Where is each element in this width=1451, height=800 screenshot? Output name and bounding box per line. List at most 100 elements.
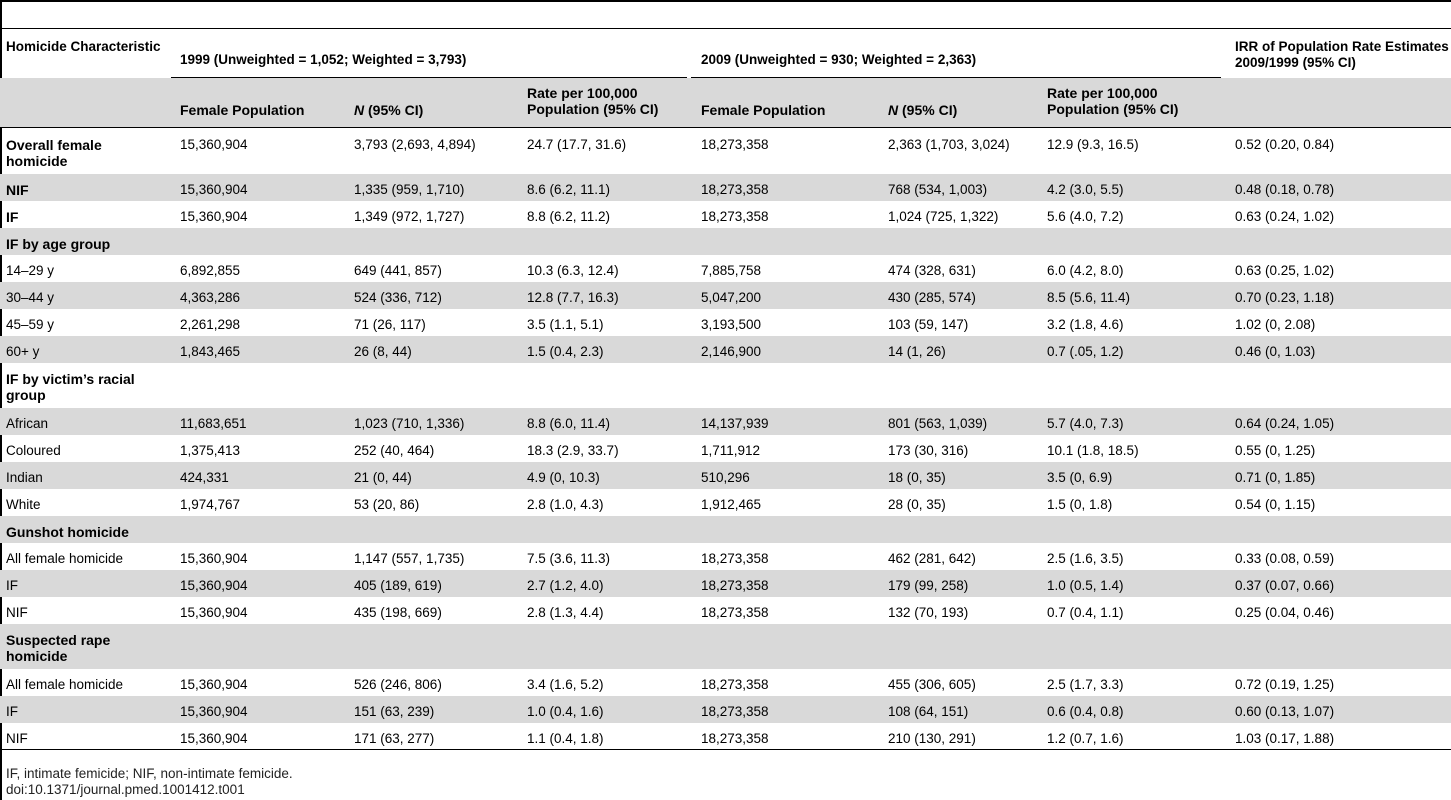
table-cell: 24.7 (17.7, 31.6)	[527, 137, 627, 152]
table-cell: 151 (63, 239)	[354, 704, 435, 719]
table-cell: 14,137,939	[701, 416, 769, 431]
table-row: 30–44 y 4,363,286 524 (336, 712) 12.8 (7.7,…	[0, 282, 1451, 309]
table-cell: 18,273,358	[701, 209, 769, 224]
table-cell: 0.52 (0.20, 0.84)	[1235, 137, 1335, 152]
table-row: Indian 424,331 21 (0, 44) 4.9 (0, 10.3) 510,…	[0, 462, 1451, 489]
table-cell: 1.5 (0.4, 2.3)	[527, 344, 604, 359]
table-cell: 6,892,855	[180, 263, 241, 278]
table-cell: 0.46 (0, 1.03)	[1235, 344, 1316, 359]
table-cell: 1,023 (710, 1,336)	[354, 416, 465, 431]
subheader-rate-1999: Rate per 100,000 Population (95% CI)	[527, 85, 659, 117]
table-cell: 0.60 (0.13, 1.07)	[1235, 704, 1335, 719]
table-row: Overall female homicide 15,360,904 3,793 (…	[0, 129, 1451, 174]
table-row: African 11,683,651 1,023 (710, 1,336) 8.8 (…	[0, 408, 1451, 435]
table-row: NIF 15,360,904 1,335 (959, 1,710) 8.6 (6.2,…	[0, 174, 1451, 201]
table-cell: 5.7 (4.0, 7.3)	[1047, 416, 1124, 431]
table-cell: 10.1 (1.8, 18.5)	[1047, 443, 1139, 458]
table-cell: 424,331	[180, 470, 229, 485]
table-cell: 1,711,912	[701, 443, 761, 458]
row-label: 14–29 y	[6, 263, 55, 278]
row-label: 45–59 y	[6, 317, 55, 332]
table-cell: 15,360,904	[180, 578, 248, 593]
table-cell: 18,273,358	[701, 578, 769, 593]
n-symbol: N	[354, 102, 365, 118]
table-cell: 0.63 (0.25, 1.02)	[1235, 263, 1335, 278]
table-cell: 18,273,358	[701, 137, 769, 152]
table-cell: 18,273,358	[701, 677, 769, 692]
table-row: All female homicide 15,360,904 526 (246, 8…	[0, 669, 1451, 696]
table-cell: 18,273,358	[701, 182, 769, 197]
table-cell: 252 (40, 464)	[354, 443, 435, 458]
table-cell: 2.5 (1.7, 3.3)	[1047, 677, 1124, 692]
header-2009-underline	[691, 77, 1221, 78]
table-cell: 10.3 (6.3, 12.4)	[527, 263, 619, 278]
table-cell: 1,974,767	[180, 497, 241, 512]
table-row: 60+ y 1,843,465 26 (8, 44) 1.5 (0.4, 2.3) 2,…	[0, 336, 1451, 363]
table-cell: 0.70 (0.23, 1.18)	[1235, 290, 1335, 305]
table-cell: 0.72 (0.19, 1.25)	[1235, 677, 1335, 692]
row-label: Coloured	[6, 443, 61, 458]
header-irr: IRR of Population Rate Estimates 2009/19…	[1235, 39, 1449, 70]
table-cell: 4.9 (0, 10.3)	[527, 470, 600, 485]
table-cell: 0.54 (0, 1.15)	[1235, 497, 1316, 512]
footnote-doi: doi:10.1371/journal.pmed.1001412.t001	[6, 782, 245, 797]
table-cell: 15,360,904	[180, 731, 248, 746]
table-cell: 510,296	[701, 470, 750, 485]
table-cell: 4,363,286	[180, 290, 241, 305]
table-cell: 1,375,413	[180, 443, 241, 458]
table-cell: 435 (198, 669)	[354, 605, 442, 620]
table-cell: 108 (64, 151)	[888, 704, 969, 719]
table-cell: 462 (281, 642)	[888, 551, 976, 566]
table-cell: 2.5 (1.6, 3.5)	[1047, 551, 1124, 566]
table-cell: 3,193,500	[701, 317, 762, 332]
table-row: Suspected rape homicide	[0, 624, 1451, 669]
table-cell: 0.6 (0.4, 0.8)	[1047, 704, 1124, 719]
table-cell: 1,024 (725, 1,322)	[888, 209, 999, 224]
table-cell: 12.8 (7.7, 16.3)	[527, 290, 619, 305]
subheader-female-population-1999: Female Population	[180, 102, 305, 118]
table-cell: 1.0 (0.4, 1.6)	[527, 704, 604, 719]
table-cell: 6.0 (4.2, 8.0)	[1047, 263, 1124, 278]
table-row: NIF 15,360,904 435 (198, 669) 2.8 (1.3, 4.4…	[0, 597, 1451, 624]
table-cell: 768 (534, 1,003)	[888, 182, 988, 197]
table-cell: 0.7 (0.4, 1.1)	[1047, 605, 1124, 620]
subheader-n-1999: N (95% CI)	[354, 102, 423, 118]
row-label: Indian	[6, 470, 43, 485]
table-cell: 11,683,651	[180, 416, 247, 431]
table-cell: 474 (328, 631)	[888, 263, 976, 278]
table-cell: 15,360,904	[180, 677, 248, 692]
row-label: All female homicide	[6, 551, 124, 566]
left-border	[0, 0, 2, 800]
table-cell: 18.3 (2.9, 33.7)	[527, 443, 619, 458]
table-cell: 3.5 (1.1, 5.1)	[527, 317, 604, 332]
table-cell: 1.03 (0.17, 1.88)	[1235, 731, 1335, 746]
table-cell: 21 (0, 44)	[354, 470, 412, 485]
table-cell: 8.6 (6.2, 11.1)	[527, 182, 611, 197]
table-row: White 1,974,767 53 (20, 86) 2.8 (1.0, 4.3) 1…	[0, 489, 1451, 516]
table-cell: 7,885,758	[701, 263, 762, 278]
row-label: NIF	[6, 605, 28, 620]
row-section-label: Overall female homicide	[6, 137, 102, 169]
table-cell: 3,793 (2,693, 4,894)	[354, 137, 476, 152]
table-row: NIF 15,360,904 171 (63, 277) 1.1 (0.4, 1.8)…	[0, 723, 1451, 750]
subheader-n-2009: N (95% CI)	[888, 102, 957, 118]
row-section-label: IF	[6, 209, 19, 225]
table-cell: 0.37 (0.07, 0.66)	[1235, 578, 1335, 593]
row-label: All female homicide	[6, 677, 124, 692]
footnote-abbreviations: IF, intimate femicide; NIF, non-intimate…	[6, 766, 293, 781]
row-label: NIF	[6, 731, 28, 746]
subheader-female-population-2009: Female Population	[701, 102, 826, 118]
top-rule	[0, 0, 1451, 2]
n-symbol: N	[888, 102, 899, 118]
table-cell: 173 (30, 316)	[888, 443, 969, 458]
header-characteristic: Homicide Characteristic	[6, 39, 161, 54]
table-cell: 15,360,904	[180, 605, 248, 620]
table-cell: 12.9 (9.3, 16.5)	[1047, 137, 1139, 152]
bottom-rule	[0, 749, 1451, 750]
column-subheader: Female Population N (95% CI) Rate per 10…	[0, 78, 1451, 128]
table-row: All female homicide 15,360,904 1,147 (557,…	[0, 543, 1451, 570]
table-cell: 1.2 (0.7, 1.6)	[1047, 731, 1124, 746]
table-cell: 132 (70, 193)	[888, 605, 969, 620]
table-cell: 801 (563, 1,039)	[888, 416, 988, 431]
table-cell: 171 (63, 277)	[354, 731, 435, 746]
